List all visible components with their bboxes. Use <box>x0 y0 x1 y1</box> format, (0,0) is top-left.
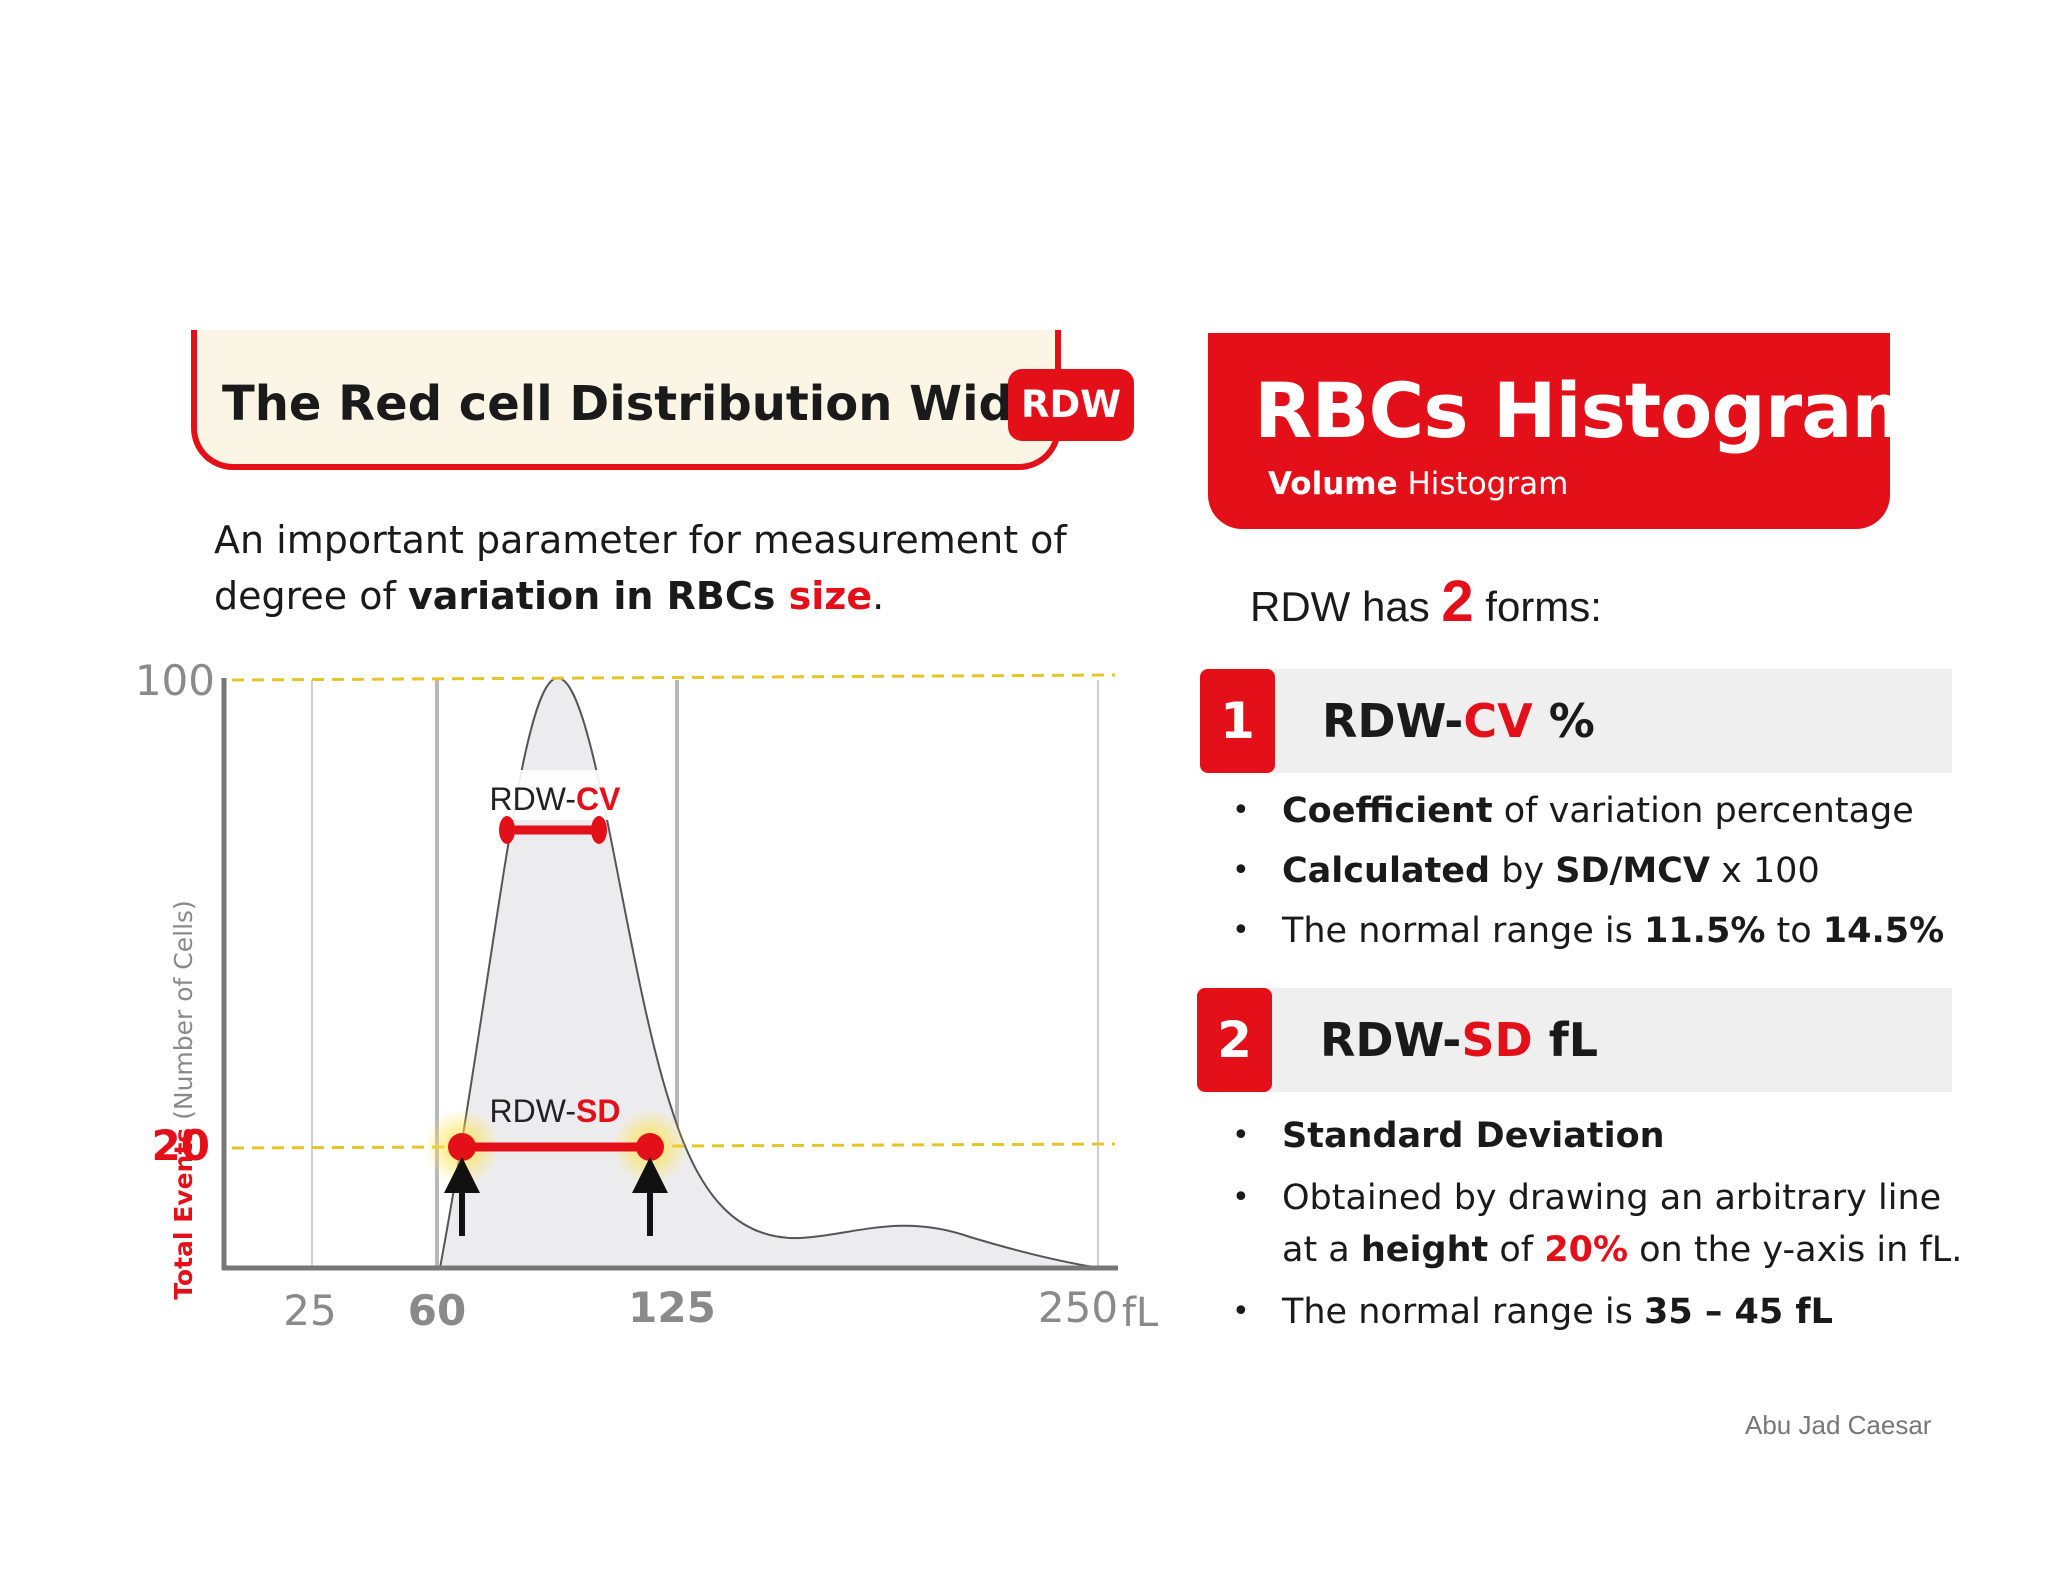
intro-line-2: degree of variation in RBCs size. <box>214 568 1114 624</box>
y-tick-20: 20 <box>152 1121 210 1170</box>
intro-text: An important parameter for measurement o… <box>214 512 1114 624</box>
reference-line-100 <box>231 673 1116 682</box>
form1-bullet-1: Coefficient of variation percentage <box>1232 785 1972 837</box>
form1-title-c: % <box>1532 694 1595 748</box>
x-tick-250: 250 <box>1038 1283 1118 1332</box>
cv-marker-right <box>591 816 607 844</box>
f2b2-red: 20% <box>1544 1230 1629 1270</box>
title-box <box>191 330 1061 470</box>
form2-bullet-2: Obtained by drawing an arbitrary line at… <box>1232 1172 1972 1276</box>
f1b2-bold: Calculated <box>1282 851 1491 891</box>
form2-bullet-1: Standard Deviation <box>1232 1110 1972 1162</box>
forms-count: 2 <box>1441 569 1474 634</box>
f1b3-bold: 11.5% <box>1643 911 1766 951</box>
form2-bullet-3: The normal range is 35 – 45 fL <box>1232 1286 1972 1338</box>
intro-line-1: An important parameter for measurement o… <box>214 518 1067 562</box>
histogram-curve <box>438 676 1101 1269</box>
f1b2-bold2: SD/MCV <box>1555 851 1710 891</box>
histogram-header-box <box>1208 333 1890 529</box>
cv-marker-left <box>499 816 515 844</box>
author-credit: Abu Jad Caesar <box>1745 1410 1932 1440</box>
subtitle-bold: Volume <box>1268 466 1398 502</box>
form1-bar <box>1262 669 1952 773</box>
f2b3-rest: The normal range is <box>1282 1292 1644 1332</box>
intro-bold: variation in RBCs <box>407 574 789 618</box>
forms-text-b: forms: <box>1473 583 1602 630</box>
f1b2-rest: x 100 <box>1709 851 1820 891</box>
f1b1-bold: Coefficient <box>1282 791 1493 831</box>
main-title: The Red cell Distribution Width <box>222 376 1070 432</box>
f1b1-rest: of variation percentage <box>1492 791 1914 831</box>
f2b1-bold: Standard Deviation <box>1282 1116 1665 1156</box>
sd-label: RDW-SD <box>490 1093 621 1129</box>
form1-title: RDW-CV % <box>1322 694 1595 748</box>
form1-bullets: Coefficient of variation percentage Calc… <box>1232 785 1972 957</box>
form2-bullets: Standard Deviation Obtained by drawing a… <box>1232 1110 1972 1338</box>
histogram-subtitle: Volume Histogram <box>1268 466 1568 502</box>
form2-title: RDW-SD fL <box>1320 1013 1598 1067</box>
intro-text-a: degree of <box>214 574 408 618</box>
form1-title-b: CV <box>1463 694 1533 748</box>
y-tick-100: 100 <box>135 656 215 705</box>
f2b2-end: on the y-axis in fL. <box>1628 1230 1963 1270</box>
intro-red: size <box>788 574 873 618</box>
f2b3-bold: 35 – 45 fL <box>1643 1292 1833 1332</box>
x-tick-25: 25 <box>283 1286 336 1335</box>
x-unit: fL <box>1122 1290 1159 1336</box>
form1-bullet-3: The normal range is 11.5% to 14.5% <box>1232 905 1972 957</box>
f2b2-a: at a <box>1282 1230 1361 1270</box>
intro-period: . <box>872 574 885 618</box>
f2b2-line2: at a height of 20% on the y-axis in fL. <box>1282 1224 1972 1276</box>
x-tick-60: 60 <box>408 1286 466 1335</box>
y-axis-label: Total Events (Number of Cells) <box>169 900 198 1300</box>
rbc-histogram-chart: 100 20 Total Events (Number of Cells) 25… <box>135 656 1159 1336</box>
sd-marker-right <box>636 1133 664 1161</box>
form1-number: 1 <box>1200 669 1275 773</box>
form2-bar <box>1262 988 1952 1092</box>
sd-marker-left <box>448 1133 476 1161</box>
f1b3-bold2: 14.5% <box>1822 911 1945 951</box>
cv-label-bg <box>473 770 637 820</box>
f2b2-bold: height <box>1360 1230 1489 1270</box>
f1b3-rest: The normal range is <box>1282 911 1644 951</box>
form2-title-c: fL <box>1532 1013 1599 1067</box>
x-tick-125: 125 <box>628 1283 716 1332</box>
form2-number: 2 <box>1197 988 1272 1092</box>
forms-heading: RDW has 2 forms: <box>1250 568 1602 635</box>
form1-title-a: RDW- <box>1322 694 1464 748</box>
f1b3-mid: to <box>1765 911 1823 951</box>
forms-text-a: RDW has <box>1250 583 1442 630</box>
f2b2-mid: of <box>1488 1230 1545 1270</box>
form2-title-b: SD <box>1461 1013 1533 1067</box>
cv-label: RDW-CV <box>490 781 622 817</box>
form2-title-a: RDW- <box>1320 1013 1462 1067</box>
form1-bullet-2: Calculated by SD/MCV x 100 <box>1232 845 1972 897</box>
histogram-title: RBCs Histogram <box>1254 366 1931 455</box>
f2b2-line1: Obtained by drawing an arbitrary line <box>1282 1178 1942 1218</box>
f1b2-mid: by <box>1490 851 1556 891</box>
subtitle-rest: Histogram <box>1397 466 1569 502</box>
rdw-badge: RDW <box>1008 369 1134 441</box>
